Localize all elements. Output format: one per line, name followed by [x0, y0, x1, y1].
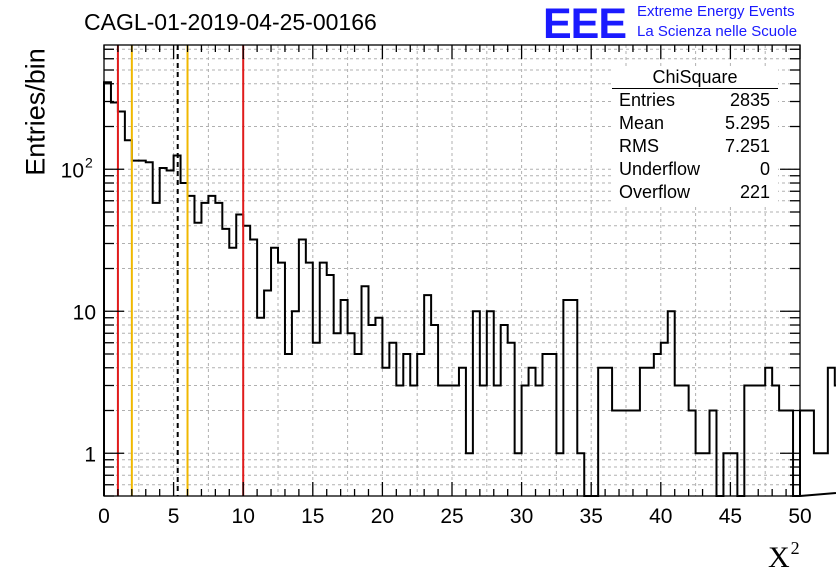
stats-row-underflow: Underflow 0: [619, 159, 770, 179]
logo-caption-line2: La Scienza nelle Scuole: [637, 23, 798, 40]
x-tick-label: 0: [98, 505, 110, 528]
x-tick-label: 45: [719, 505, 742, 528]
x-tick-label: 40: [649, 505, 672, 528]
x-tick-label: 30: [510, 505, 533, 528]
eee-logo: EEE: [543, 0, 627, 48]
x-tick-label: 15: [301, 505, 324, 528]
x-tick-label: 25: [440, 505, 463, 528]
stats-row-entries: Entries 2835: [619, 90, 770, 110]
stats-title: ChiSquare: [612, 66, 778, 89]
x-tick-label: 50: [788, 505, 811, 528]
y-tick-label: 10: [73, 301, 96, 324]
chart-title: CAGL-01-2019-04-25-00166: [84, 9, 377, 35]
x-tick-label: 5: [168, 505, 180, 528]
stats-box: ChiSquare Entries 2835 Mean 5.295 RMS 7.251…: [612, 66, 778, 204]
stats-row-rms: RMS 7.251: [619, 136, 770, 156]
logo-caption-line1: Extreme Energy Events: [637, 3, 795, 20]
stats-row-overflow: Overflow 221: [619, 182, 770, 202]
y-tick-label-exponent: 2: [85, 154, 93, 170]
y-tick-label: 1: [84, 443, 96, 466]
x-axis-label: X2: [768, 538, 800, 574]
x-tick-label: 35: [580, 505, 603, 528]
x-tick-label: 10: [232, 505, 255, 528]
histogram-series: [103, 81, 836, 497]
x-tick-label: 20: [371, 505, 394, 528]
y-tick-label: 10: [61, 159, 84, 182]
y-axis-label: Entries/bin: [20, 48, 51, 176]
stats-row-mean: Mean 5.295: [619, 113, 770, 133]
